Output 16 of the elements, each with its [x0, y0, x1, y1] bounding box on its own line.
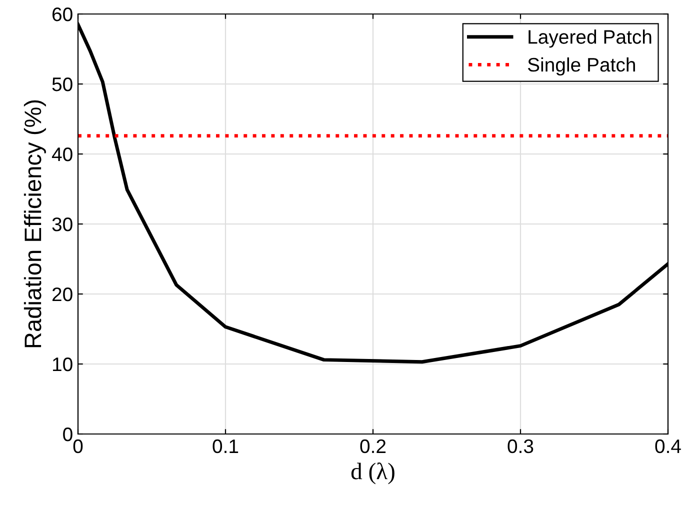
y-tick-label: 20 — [52, 287, 72, 302]
x-tick-label: 0 — [73, 439, 83, 454]
x-tick-label: 0.2 — [360, 439, 386, 454]
x-tick-label: 0.3 — [508, 439, 534, 454]
y-tick-label: 60 — [52, 7, 72, 22]
legend-label: Layered Patch — [528, 30, 652, 48]
y-axis-title: Radiation Efficiency (%) — [24, 100, 46, 348]
y-tick-label: 40 — [52, 147, 72, 162]
x-tick-label: 0.1 — [212, 439, 238, 454]
y-tick-label: 10 — [52, 357, 72, 372]
y-tick-label: 30 — [52, 217, 72, 232]
x-axis-title: d (λ) — [351, 462, 394, 484]
legend-label: Single Patch — [528, 57, 635, 76]
y-tick-label: 50 — [52, 77, 72, 92]
x-tick-label: 0.4 — [655, 439, 681, 454]
y-tick-label: 0 — [63, 427, 72, 442]
